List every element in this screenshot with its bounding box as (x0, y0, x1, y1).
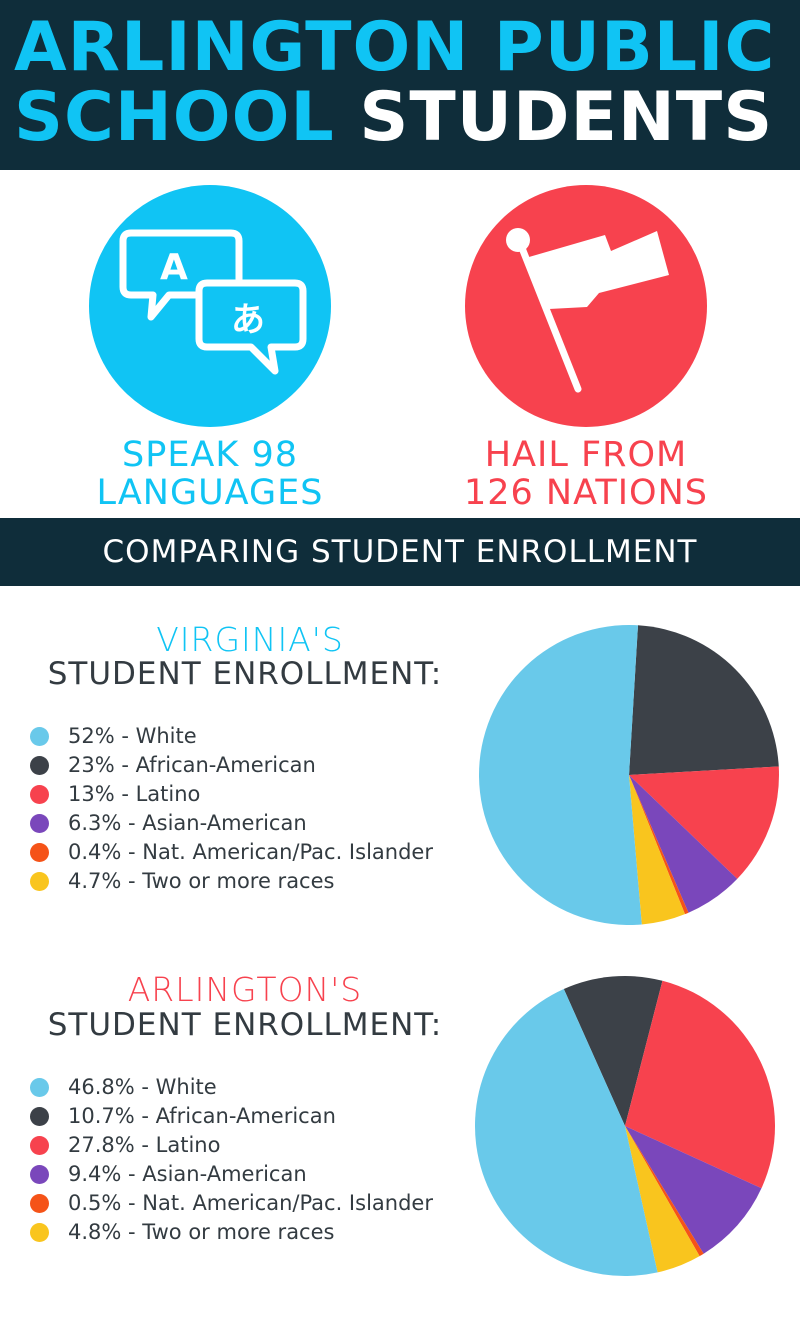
legend-item-asian-american: 6.3% - Asian-American (28, 809, 433, 838)
title-plain: STUDENTS (359, 78, 774, 157)
nations-stat-line-1: HAIL FROM (484, 435, 688, 475)
virginia-subtitle: STUDENT ENROLLMENT: (47, 656, 443, 692)
pie-slice-nat-american-pac-islander (625, 1126, 704, 1257)
title-accent: ARLINGTON PUBLIC (14, 8, 776, 87)
legend-swatch (30, 1136, 49, 1155)
legend-swatch (30, 1078, 49, 1097)
nations-circle (465, 185, 707, 427)
pie-slice-nat-american-pac-islander (629, 775, 689, 915)
legend-item-latino: 13% - Latino (28, 780, 433, 809)
virginia-title: VIRGINIA'S (156, 620, 344, 659)
legend-label: 27.8% - Latino (68, 1133, 221, 1157)
legend-label: 6.3% - Asian-American (68, 811, 307, 835)
pie-slice-latino (629, 766, 779, 879)
legend-item-african-american: 10.7% - African-American (28, 1102, 433, 1131)
languages-stat-line-1: SPEAK 98 (122, 435, 298, 475)
legend-swatch (30, 1107, 49, 1126)
language-circle: A あ (89, 185, 331, 427)
legend-swatch (30, 843, 49, 862)
legend-label: 9.4% - Asian-American (68, 1162, 307, 1186)
legend-swatch (30, 727, 49, 746)
pie-slice-asian-american (625, 1126, 762, 1254)
arlington-legend: 46.8% - White 10.7% - African-American 27.… (28, 1073, 433, 1247)
legend-label: 4.8% - Two or more races (68, 1220, 335, 1244)
legend-item-asian-american: 9.4% - Asian-American (28, 1160, 433, 1189)
translate-speech-bubbles-icon: A あ (119, 229, 307, 375)
bubble-letter-a: A (160, 247, 188, 288)
pie-slice-asian-american (629, 775, 738, 913)
legend-swatch (30, 1223, 49, 1242)
legend-label: 10.7% - African-American (68, 1104, 336, 1128)
section-band: COMPARING STUDENT ENROLLMENT (0, 518, 800, 586)
legend-swatch (30, 785, 49, 804)
legend-item-white: 52% - White (28, 722, 433, 751)
nations-stat-line-2: 126 NATIONS (464, 473, 708, 513)
pie-slice-white (474, 989, 658, 1276)
legend-swatch (30, 1194, 49, 1213)
legend-item-two-or-more-races: 4.8% - Two or more races (28, 1218, 433, 1247)
pie-slice-african-american (629, 625, 779, 775)
pie-slice-two-or-more-races (629, 775, 685, 925)
section-title: COMPARING STUDENT ENROLLMENT (102, 534, 698, 570)
title-line-1: ARLINGTON PUBLIC (14, 14, 775, 82)
title-line-2: SCHOOL STUDENTS (14, 84, 773, 152)
legend-item-two-or-more-races: 4.7% - Two or more races (28, 867, 433, 896)
arlington-subtitle: STUDENT ENROLLMENT: (47, 1007, 443, 1043)
pie-slice-white (479, 625, 642, 925)
pie-slice-african-american (563, 976, 663, 1126)
pie-slice-two-or-more-races (625, 1126, 700, 1273)
flag-icon (506, 228, 669, 393)
legend-label: 0.4% - Nat. American/Pac. Islander (68, 840, 433, 864)
legend-item-latino: 27.8% - Latino (28, 1131, 433, 1160)
languages-stat-line-2: LANGUAGES (96, 473, 324, 513)
legend-item-white: 46.8% - White (28, 1073, 433, 1102)
header-banner: ARLINGTON PUBLIC SCHOOL STUDENTS (0, 0, 800, 170)
virginia-legend: 52% - White 23% - African-American 13% - L… (28, 722, 433, 896)
arlington-pie-chart (474, 976, 775, 1276)
virginia-pie-chart (479, 625, 779, 925)
nations-stat: HAIL FROM 126 NATIONS (386, 436, 786, 512)
legend-label: 52% - White (68, 724, 197, 748)
legend-label: 46.8% - White (68, 1075, 217, 1099)
legend-label: 0.5% - Nat. American/Pac. Islander (68, 1191, 433, 1215)
title-accent: SCHOOL (14, 78, 335, 157)
legend-label: 13% - Latino (68, 782, 201, 806)
legend-label: 4.7% - Two or more races (68, 869, 335, 893)
legend-swatch (30, 814, 49, 833)
legend-item-nat-american-pac-islander: 0.4% - Nat. American/Pac. Islander (28, 838, 433, 867)
legend-swatch (30, 756, 49, 775)
legend-swatch (30, 1165, 49, 1184)
languages-stat: SPEAK 98 LANGUAGES (10, 436, 410, 512)
legend-swatch (30, 872, 49, 891)
legend-item-african-american: 23% - African-American (28, 751, 433, 780)
arlington-title: ARLINGTON'S (127, 970, 363, 1009)
legend-item-nat-american-pac-islander: 0.5% - Nat. American/Pac. Islander (28, 1189, 433, 1218)
bubble-letter-jp: あ (231, 300, 265, 340)
legend-label: 23% - African-American (68, 753, 316, 777)
pie-slice-latino (625, 980, 775, 1189)
